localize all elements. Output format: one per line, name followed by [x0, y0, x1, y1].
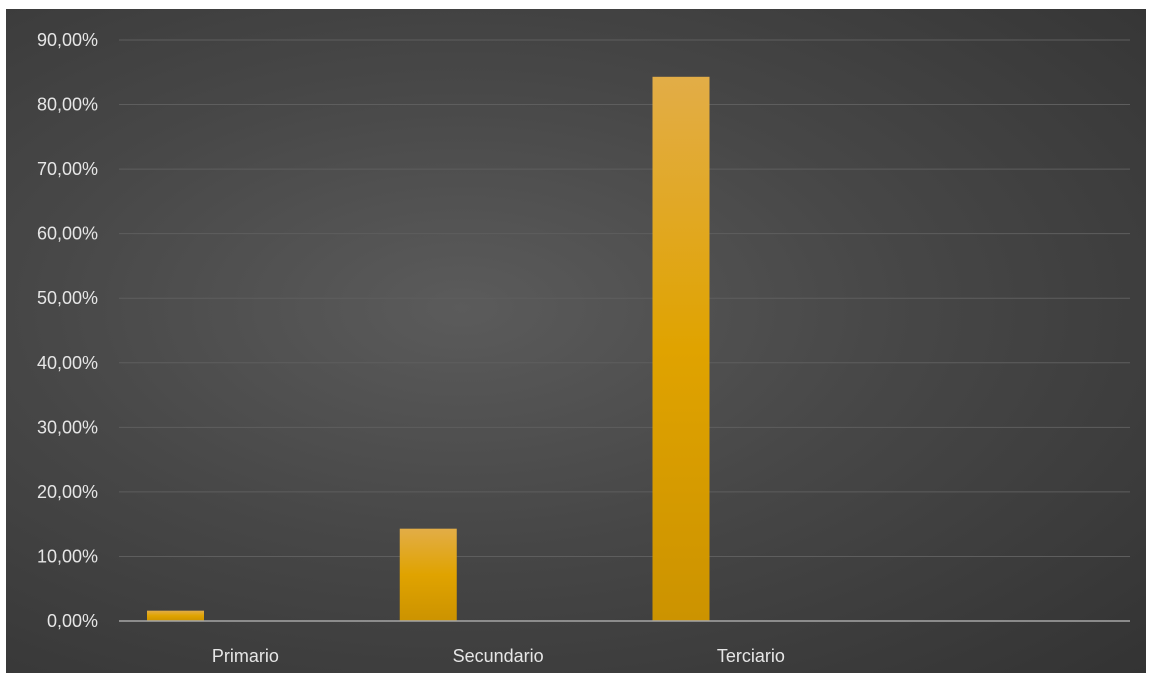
y-tick-label: 0,00%: [47, 611, 98, 631]
y-tick-label: 90,00%: [37, 30, 98, 50]
y-tick-label: 60,00%: [37, 224, 98, 244]
y-tick-label: 40,00%: [37, 353, 98, 373]
bar-terciario: [652, 76, 710, 621]
x-category-label: Primario: [212, 646, 279, 666]
y-tick-label: 30,00%: [37, 417, 98, 437]
x-category-label: Secundario: [453, 646, 544, 666]
bar-secundario: [399, 528, 457, 621]
bars: [147, 76, 710, 621]
y-tick-label: 70,00%: [37, 159, 98, 179]
gridlines: [119, 39, 1130, 557]
x-category-label: Terciario: [717, 646, 785, 666]
y-tick-label: 50,00%: [37, 288, 98, 308]
y-tick-label: 20,00%: [37, 482, 98, 502]
y-tick-label: 80,00%: [37, 95, 98, 115]
y-axis-tick-labels: 0,00% 10,00% 20,00% 30,00% 40,00% 50,00% 60,00…: [37, 30, 98, 631]
y-tick-label: 10,00%: [37, 546, 98, 566]
x-axis-category-labels: Primario Secundario Terciario: [212, 646, 785, 666]
bar-primario: [147, 610, 204, 621]
chart-area: [6, 9, 1146, 673]
